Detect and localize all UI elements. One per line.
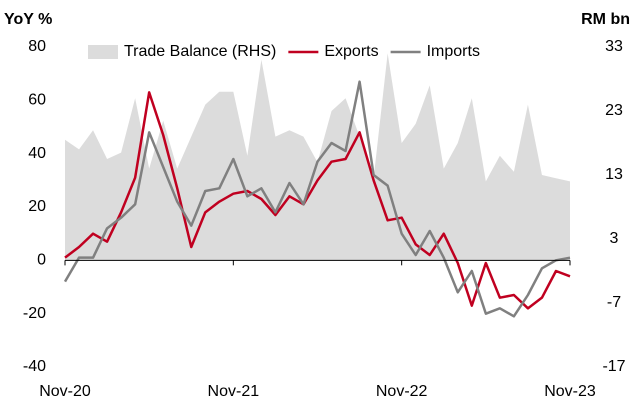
y2-axis-title: RM bn	[581, 11, 630, 28]
area	[65, 53, 570, 261]
y2-tick-label: 23	[605, 102, 623, 119]
y-tick-label: 40	[28, 145, 46, 162]
x-tick-label: Nov-21	[208, 383, 260, 400]
legend-swatch	[88, 45, 118, 59]
x-tick-label: Nov-23	[544, 383, 596, 400]
y-axis-title: YoY %	[4, 11, 52, 28]
y-tick-label: -20	[23, 305, 46, 322]
line	[63, 80, 571, 318]
y2-tick-label: 33	[605, 38, 623, 55]
y2-tick-label: -7	[607, 294, 621, 311]
x-tick-label: Nov-22	[376, 383, 428, 400]
y-tick-label: 60	[28, 92, 46, 109]
legend-label: Imports	[427, 43, 480, 60]
x-tick-label: Nov-20	[39, 383, 91, 400]
y2-tick-label: 13	[605, 166, 623, 183]
legend-label: Exports	[324, 43, 378, 60]
line	[64, 91, 571, 310]
y-tick-label: 0	[37, 252, 46, 269]
legend-label: Trade Balance (RHS)	[124, 43, 276, 60]
y2-tick-label: -17	[602, 358, 625, 375]
y-tick-label: -40	[23, 358, 46, 375]
y2-tick-label: 3	[610, 230, 619, 247]
y-tick-label: 20	[28, 198, 46, 215]
y-tick-label: 80	[28, 38, 46, 55]
